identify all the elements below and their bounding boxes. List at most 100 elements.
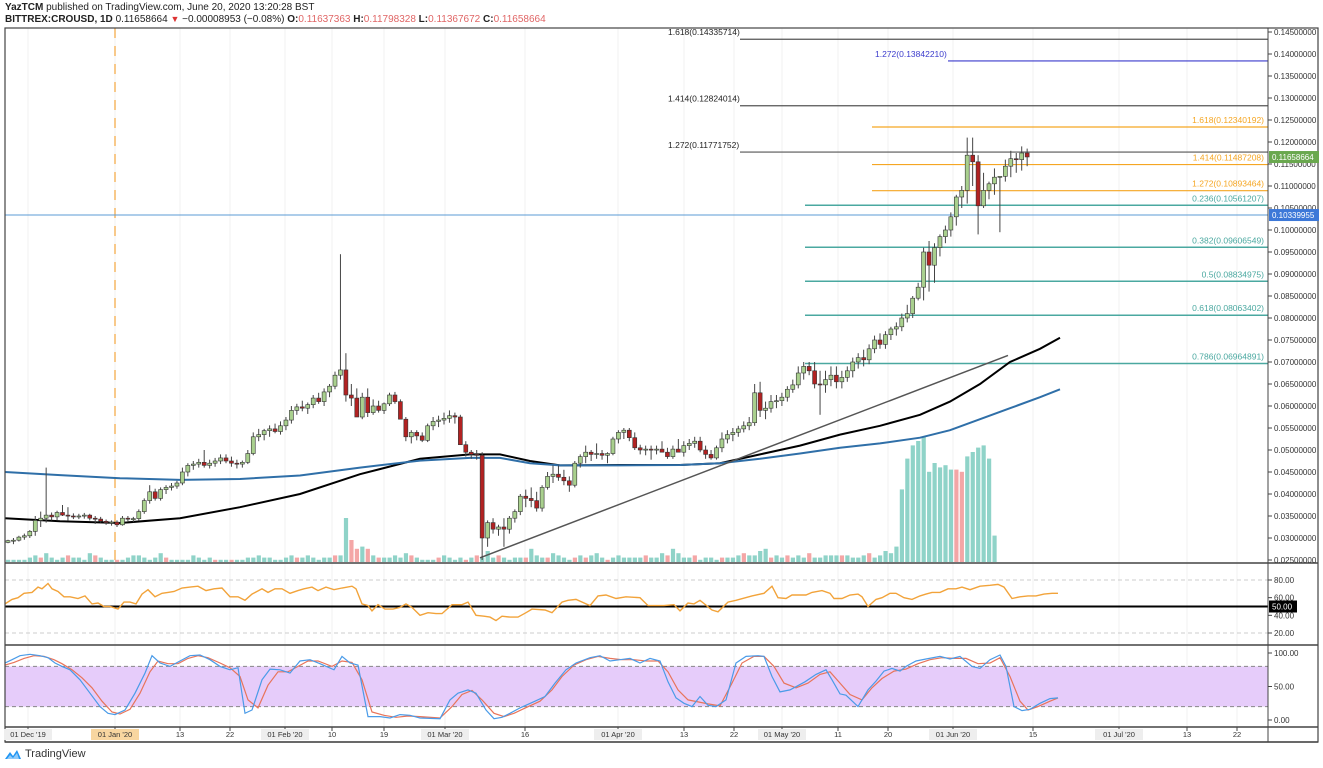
- volume-bar: [610, 557, 616, 562]
- stoch-tick-label: 50.00: [1274, 683, 1295, 692]
- volume-bar: [812, 557, 817, 562]
- volume-bar: [845, 555, 850, 562]
- chart-frame: [4, 27, 1319, 743]
- candle-body: [714, 447, 719, 459]
- time-tick-label: 01 Jul '20: [1103, 730, 1135, 739]
- trendline[interactable]: [479, 354, 1009, 559]
- candle-body: [670, 448, 676, 457]
- candle-body: [637, 447, 643, 451]
- volume-bar: [71, 557, 76, 562]
- time-axis[interactable]: 01 Dec '19 01 Jan '20 13 22 01 Feb '20 10 19 01…: [4, 727, 1318, 743]
- volume-bar: [104, 559, 109, 562]
- volume-bar: [120, 559, 125, 562]
- candle-body: [752, 392, 757, 424]
- volume-bar: [943, 465, 948, 562]
- price-tick-label: 0.07000000: [1274, 358, 1317, 367]
- last-price-badge-text: 0.11658664: [1272, 153, 1314, 162]
- candle-body: [82, 514, 87, 517]
- candle-body: [349, 394, 354, 399]
- candle-body: [294, 406, 300, 411]
- candle-body: [904, 313, 910, 319]
- candle-body: [850, 361, 856, 372]
- candle-body: [779, 396, 785, 402]
- fib-level-label: 1.272(0.13842210): [875, 49, 947, 59]
- candle-body: [795, 372, 801, 386]
- author-name[interactable]: YazTCM: [5, 2, 44, 13]
- rsi-tick-label: 80.00: [1274, 576, 1295, 585]
- candle-body: [92, 517, 98, 520]
- candle-body: [872, 339, 877, 350]
- candle-body: [223, 457, 229, 462]
- volume-bar: [621, 557, 627, 562]
- candle-body: [408, 432, 414, 438]
- volume-bar: [398, 557, 403, 562]
- candle-body: [681, 445, 687, 453]
- candle-body: [507, 517, 512, 530]
- fibonacci-levels[interactable]: 1.618(0.14335714) 1.272(0.13842210) 1.414(…: [5, 27, 1268, 365]
- candle-body: [577, 456, 583, 464]
- candle-body: [626, 429, 632, 438]
- candle-body: [403, 418, 409, 438]
- candle-body: [240, 462, 245, 465]
- price-tick-label: 0.10500000: [1274, 204, 1317, 213]
- candle-body: [387, 394, 392, 405]
- down-arrow-icon: ▼: [170, 14, 180, 24]
- volume-bar: [861, 555, 866, 562]
- support-price-badge: [1269, 209, 1319, 222]
- volume-bar: [916, 441, 921, 562]
- price-tick-label: 0.13000000: [1274, 94, 1317, 103]
- time-label-bg: [929, 729, 977, 740]
- time-tick-label: 19: [380, 730, 388, 739]
- volume-bar: [245, 557, 250, 562]
- candle-body: [32, 520, 38, 532]
- volume-bar: [981, 445, 986, 562]
- candle-body: [1013, 158, 1019, 161]
- volume-bar: [725, 557, 730, 562]
- candle-body: [136, 511, 142, 519]
- candle-body: [648, 448, 654, 451]
- price-tick-label: 0.06500000: [1274, 380, 1317, 389]
- volume-bar: [752, 555, 757, 562]
- price-tick-label: 0.03500000: [1274, 512, 1317, 521]
- candle-body: [38, 517, 44, 521]
- volume-bar: [948, 469, 954, 562]
- volume-bar: [431, 559, 436, 562]
- candle-body: [27, 531, 33, 537]
- volume-bar: [93, 555, 98, 562]
- volume-bar: [703, 557, 708, 562]
- volume-bar: [801, 557, 806, 562]
- price-tick-label: 0.14500000: [1274, 28, 1317, 37]
- candle-body: [49, 514, 54, 518]
- candle-body: [659, 448, 665, 453]
- volume-bar: [796, 555, 801, 562]
- candle-body: [643, 448, 648, 451]
- volume-bar: [485, 551, 490, 562]
- volume-bar: [322, 557, 327, 562]
- candle-body: [174, 482, 180, 487]
- candle-body: [806, 366, 812, 372]
- candle-body: [567, 480, 572, 486]
- price-tick-label: 0.11500000: [1274, 160, 1316, 169]
- time-tick-label: 15: [1029, 730, 1037, 739]
- volume-bar: [458, 557, 463, 562]
- time-tick-label: 01 Feb '20: [267, 730, 302, 739]
- candle-body: [447, 415, 452, 419]
- candle-body: [594, 453, 599, 455]
- price-tick-label: 0.08500000: [1274, 292, 1317, 301]
- time-label-bg: [1095, 729, 1143, 740]
- price-axis[interactable]: 0.14500000 0.14000000 0.13500000 0.13000000…: [1268, 28, 1319, 725]
- volume-bar: [22, 559, 27, 562]
- candle-body: [741, 425, 747, 430]
- stoch-tick-label: 100.00: [1274, 649, 1299, 658]
- tradingview-logo[interactable]: TradingView: [4, 748, 86, 760]
- time-tick-label: 01 May '20: [764, 730, 800, 739]
- candle-body: [844, 370, 850, 378]
- volume-bar: [60, 557, 65, 562]
- volume-bar: [747, 555, 752, 562]
- last-price: 0.11658664: [115, 14, 168, 25]
- candle-body: [392, 394, 398, 402]
- candle-body: [479, 454, 485, 539]
- candle-body: [109, 521, 114, 524]
- volume-bar: [763, 548, 768, 562]
